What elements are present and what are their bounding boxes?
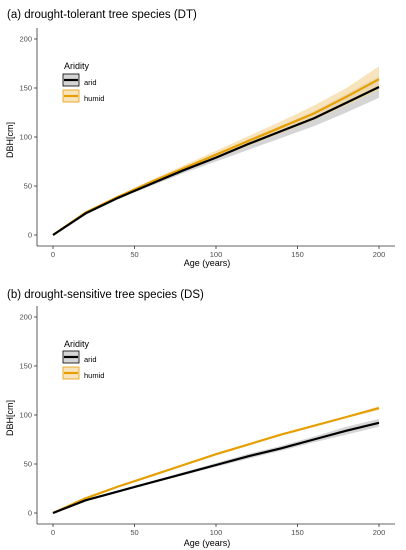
panel-b-title: (b) drought-sensitive tree species (DS) <box>7 289 204 301</box>
panel-b-y-tick-label: 100 <box>19 411 32 420</box>
panel-a-x-tick-label: 50 <box>130 250 138 259</box>
panel-b-y-axis-label: DBH[cm] <box>5 400 15 436</box>
panel-a-x-tick-label: 200 <box>373 250 386 259</box>
panel-a-title: (a) drought-tolerant tree species (DT) <box>7 9 197 21</box>
panel-b-x-tick-label: 0 <box>51 528 55 537</box>
panel-a-legend-label-arid: arid <box>84 78 97 87</box>
panel-b-y-tick-label: 50 <box>24 460 32 469</box>
panel-b-y-tick-label: 200 <box>19 313 32 322</box>
panel-b-x-axis-label: Age (years) <box>184 538 231 548</box>
panel-b-x-tick-label: 200 <box>373 528 386 537</box>
panel-a-y-tick-label: 50 <box>24 182 32 191</box>
panel-b-y-tick-label: 0 <box>28 509 32 518</box>
panel-b-x-tick-label: 50 <box>130 528 138 537</box>
panel-b: (b) drought-sensitive tree species (DS) … <box>5 289 395 548</box>
panel-a-line-arid <box>52 86 380 236</box>
panel-b-x-tick-label: 100 <box>210 528 223 537</box>
panel-a: (a) drought-tolerant tree species (DT) A… <box>5 9 395 268</box>
panel-b-line-humid <box>52 407 380 515</box>
panel-a-y-tick-label: 100 <box>19 133 32 142</box>
panel-b-legend-label-arid: arid <box>84 355 97 364</box>
panel-a-y-tick-label: 0 <box>28 231 32 240</box>
panel-a-y-tick-label: 150 <box>19 84 32 93</box>
panel-a-x-tick-label: 100 <box>210 250 223 259</box>
panel-a-y-axis-label: DBH[cm] <box>5 122 15 158</box>
panel-b-y-tick-label: 150 <box>19 362 32 371</box>
panel-b-line-arid <box>52 421 380 515</box>
panel-a-x-tick-label: 150 <box>291 250 304 259</box>
panel-b-legend-label-humid: humid <box>84 371 104 380</box>
panel-b-x-tick-label: 150 <box>291 528 304 537</box>
panel-a-band-humid <box>53 66 379 236</box>
panel-a-y-tick-label: 200 <box>19 35 32 44</box>
panel-a-x-axis-label: Age (years) <box>184 258 231 268</box>
panel-b-legend-title: Aridity <box>64 339 90 349</box>
panel-a-legend-title: Aridity <box>64 61 90 71</box>
panel-a-x-tick-label: 0 <box>51 250 55 259</box>
panel-a-legend-label-humid: humid <box>84 94 104 103</box>
